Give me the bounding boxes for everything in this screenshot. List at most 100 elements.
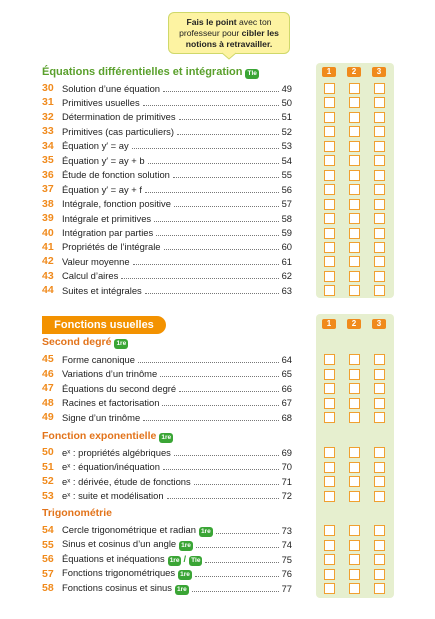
checkbox <box>349 383 360 394</box>
checkbox <box>324 97 335 109</box>
checkbox <box>349 354 360 365</box>
item-title-text: Cercle trigonométrique et radian <box>62 523 196 535</box>
item-number: 32 <box>42 110 54 123</box>
toc-row: 43 Calcul d’aires 62 <box>42 269 292 283</box>
item-number: 39 <box>42 212 54 225</box>
section-banner: Fonctions usuelles <box>42 316 166 334</box>
leader <box>191 590 279 592</box>
checkbox <box>324 227 335 239</box>
checkbox <box>374 169 385 181</box>
checkbox <box>374 525 385 536</box>
item-number: 52 <box>42 475 54 487</box>
leader <box>163 90 279 92</box>
item-number: 51 <box>42 460 54 473</box>
badge-separator: / <box>183 552 187 564</box>
leader <box>178 119 279 121</box>
item-number: 44 <box>42 284 54 297</box>
item-number: 33 <box>42 125 54 138</box>
page-number: 69 <box>281 446 292 458</box>
checkbox <box>324 397 335 409</box>
checkbox <box>349 97 360 109</box>
checkbox <box>324 476 335 487</box>
leader <box>173 206 279 208</box>
checkbox <box>324 126 335 138</box>
item-title: Sinus et cosinus d’un angle 1re <box>62 538 193 551</box>
checkbox <box>349 111 360 123</box>
item-title: Racines et factorisation <box>62 397 159 408</box>
checkbox <box>374 285 385 297</box>
page-number: 64 <box>281 353 292 365</box>
toc-row: 45 Forme canonique 64 <box>42 352 292 366</box>
callout: Fais le point avec ton professeur pour c… <box>168 12 290 54</box>
item-title: Propriétés de l’intégrale <box>62 241 161 252</box>
item-number: 53 <box>42 489 54 502</box>
checkbox <box>324 583 335 594</box>
checkbox <box>324 539 335 551</box>
item-number: 31 <box>42 96 54 109</box>
page-number: 51 <box>281 111 292 123</box>
leader <box>131 148 279 150</box>
checkbox <box>374 111 385 123</box>
item-title-text: Signe d’un trinôme <box>62 411 141 423</box>
checkbox <box>349 539 360 551</box>
checkbox <box>349 184 360 196</box>
badge: 1re <box>174 584 189 595</box>
item-title: Détermination de primitives <box>62 111 176 122</box>
item-title: Équation y′ = ay <box>62 140 129 151</box>
leader <box>137 361 279 363</box>
checkbox <box>374 97 385 109</box>
badge: 1re <box>159 433 174 443</box>
toc-row: 42 Valeur moyenne 61 <box>42 254 292 268</box>
page-number: 50 <box>281 96 292 108</box>
item-number: 35 <box>42 154 54 167</box>
item-title-text: Intégrale et primitives <box>62 212 152 224</box>
checkbox <box>324 140 335 152</box>
checkbox <box>324 270 335 282</box>
leader <box>173 454 279 456</box>
checkbox <box>349 83 360 94</box>
section-title-text: Équations différentielles et intégration <box>42 66 243 78</box>
item-number: 34 <box>42 139 54 152</box>
checkbox <box>349 227 360 239</box>
checkbox <box>374 155 385 167</box>
item-number: 40 <box>42 226 54 239</box>
checkbox <box>374 554 385 565</box>
leader <box>179 390 279 392</box>
checkbox <box>324 354 335 365</box>
checkbox <box>374 368 385 380</box>
item-number: 46 <box>42 367 54 380</box>
toc-row: 36 Étude de fonction solution 55 <box>42 168 292 182</box>
leader <box>193 483 279 485</box>
checkbox <box>324 568 335 580</box>
checkbox <box>374 383 385 394</box>
item-title-text: Forme canonique <box>62 353 135 365</box>
item-title-text: Solution d’une équation <box>62 82 160 94</box>
item-title: Valeur moyenne <box>62 256 130 267</box>
item-title-text: Sinus et cosinus d’un angle <box>62 538 177 549</box>
toc-row: 57 Fonctions trigonométriques 1re 76 <box>42 567 292 581</box>
page-number: 56 <box>281 183 292 195</box>
checkbox <box>349 213 360 225</box>
page-number: 74 <box>281 539 292 550</box>
group-title: Trigonométrie <box>42 507 112 519</box>
checkbox <box>349 583 360 594</box>
page-number: 62 <box>281 270 292 282</box>
page-number: 72 <box>281 490 292 501</box>
page-number: 66 <box>281 382 292 394</box>
item-title-text: Équations du second degré <box>62 382 177 394</box>
group-title-text: Fonction exponentielle <box>42 430 157 442</box>
checkbox <box>349 554 360 565</box>
badge: Tle <box>245 69 259 79</box>
toc-row: 30 Solution d’une équation 49 <box>42 81 292 95</box>
toc-row: 40 Intégration par parties 59 <box>42 226 292 240</box>
page-number: 53 <box>281 140 292 152</box>
item-number: 49 <box>42 411 54 423</box>
item-title: Équation y′ = ay + f <box>62 184 142 195</box>
checkbox <box>324 285 335 297</box>
leader <box>177 133 279 135</box>
callout-pointer <box>222 52 236 60</box>
item-number: 57 <box>42 567 54 580</box>
item-number: 36 <box>42 168 54 181</box>
checkbox <box>324 111 335 123</box>
toc-row: 38 Intégrale, fonction positive 57 <box>42 197 292 211</box>
